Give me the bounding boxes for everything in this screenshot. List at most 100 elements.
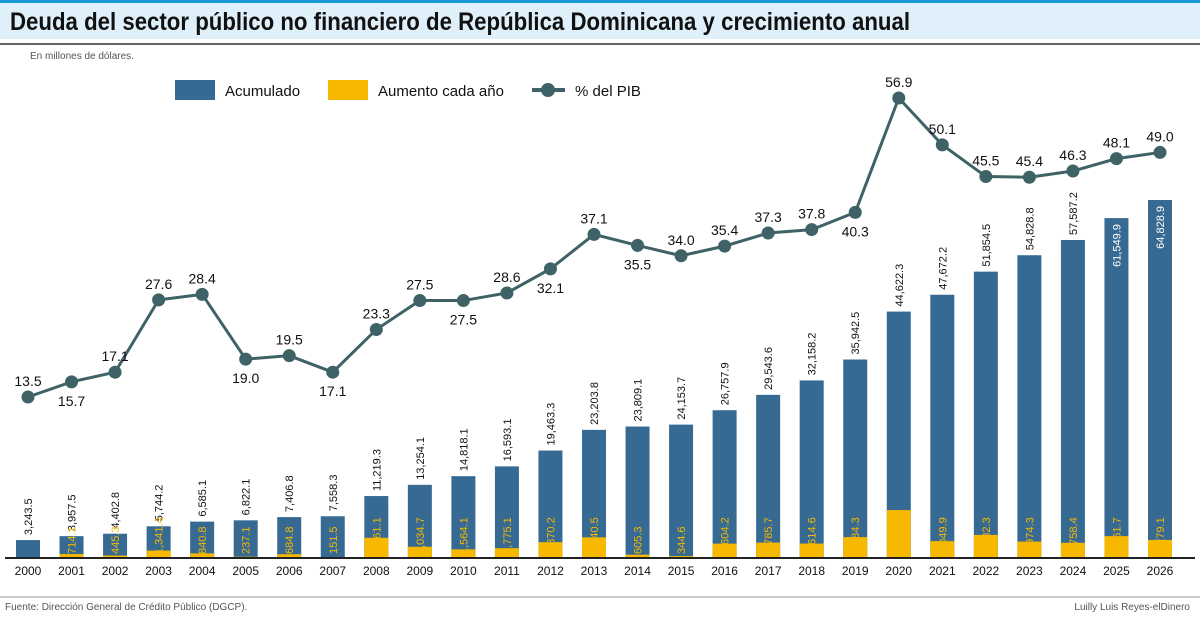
bar-label-aumento: 2,034.7 (415, 517, 427, 554)
bar-acumulado (59, 536, 84, 558)
x-tick-label: 2019 (842, 564, 869, 578)
bar-label-acumulado: 14,818.1 (458, 428, 470, 471)
bar-label-aumento: 1,564.1 (458, 517, 470, 554)
pib-marker (65, 375, 79, 389)
pib-label: 35.4 (711, 222, 738, 238)
bar-label-aumento: 4,182.3 (981, 517, 993, 554)
footer-credit: Luilly Luis Reyes-elDinero (1074, 602, 1190, 613)
x-tick-label: 2004 (189, 564, 216, 578)
bar-aumento (407, 546, 432, 558)
legend-swatch-acumulado (175, 80, 215, 100)
bar-label-aumento: 2,758.4 (1068, 517, 1080, 554)
bar-label-acumulado: 5,744.2 (154, 485, 166, 522)
pib-label: 15.7 (58, 393, 85, 409)
bar-acumulado (407, 484, 432, 558)
pib-label: 45.5 (972, 153, 999, 169)
bar-label-acumulado: 6,585.1 (197, 480, 209, 517)
title-background (0, 3, 1200, 39)
bar-label-aumento: 1,341.4 (154, 517, 166, 554)
pib-label: 28.4 (189, 270, 216, 286)
bar-label-acumulado: 26,757.9 (720, 362, 732, 405)
bar-label-acumulado: 24,153.7 (676, 377, 688, 420)
pib-label: 27.5 (406, 277, 433, 293)
pib-marker (108, 365, 122, 379)
bar-acumulado (538, 450, 563, 558)
bar-label-acumulado: 47,672.2 (937, 247, 949, 290)
bar-aumento (364, 537, 389, 558)
bar-acumulado (799, 380, 824, 558)
bar-label-aumento: 237.1 (241, 526, 253, 554)
bar-aumento (625, 554, 650, 558)
bar-label-acumulado: 35,942.5 (850, 312, 862, 355)
bar-label-acumulado: 23,203.8 (589, 382, 601, 425)
bar-label-acumulado: 51,854.5 (981, 224, 993, 267)
pib-marker (239, 352, 253, 366)
pib-label: 17.1 (319, 383, 346, 399)
pib-marker (282, 349, 296, 363)
bar-aumento (1148, 539, 1172, 558)
x-tick-label: 2021 (929, 564, 956, 578)
pib-marker (1153, 145, 1167, 159)
bar-acumulado (277, 517, 302, 558)
x-tick-label: 2007 (319, 564, 346, 578)
bar-label-aumento: 151.5 (328, 526, 340, 554)
pib-label: 19.5 (276, 332, 303, 348)
x-tick-label: 2009 (406, 564, 433, 578)
bar-label-aumento: 3,961.7 (1111, 517, 1123, 554)
x-axis-ticks: 2000 2001 2002 2003 2004 2005 2006 2007 2008 2009… (15, 564, 1174, 578)
legend: Acumulado Aumento cada año % del PIB (175, 80, 641, 100)
x-tick-label: 2014 (624, 564, 651, 578)
bar-label-acumulado: 11,219.3 (371, 449, 383, 491)
bar-label-aumento: 3,661.1 (371, 517, 383, 554)
bar-label-aumento: 840.8 (197, 526, 209, 554)
title-stripe (0, 0, 1200, 3)
bar-acumulado (494, 466, 519, 558)
pib-label: 28.6 (493, 269, 520, 285)
bar-acumulado (930, 294, 955, 558)
x-tick-label: 2006 (276, 564, 303, 578)
bar-label-aumento: 2,604.2 (720, 517, 732, 554)
bar-label-aumento: 3,279.1 (1155, 517, 1167, 554)
bar-label-aumento: 2,785.7 (763, 517, 775, 554)
bar-aumento (1017, 541, 1042, 558)
x-tick-label: 2003 (145, 564, 172, 578)
pib-line-layer: 13.5 15.7 17.1 27.6 28.4 19.0 19.5 17.1 23.3 27.5… (14, 74, 1173, 409)
bar-label-aumento: 3,784.3 (850, 517, 862, 554)
bar-aumento (582, 537, 606, 558)
x-tick-label: 2017 (755, 564, 782, 578)
legend-label-aumento: Aumento cada año (378, 83, 504, 100)
bar-label-aumento: 1,775.1 (502, 517, 514, 554)
bar-aumento (190, 553, 215, 558)
bar-aumento (712, 543, 737, 558)
bar-label-aumento: 684.8 (284, 526, 296, 554)
bar-acumulado (1060, 239, 1085, 558)
pib-marker (195, 287, 209, 301)
pib-label: 27.5 (450, 312, 477, 328)
pib-marker (1022, 170, 1036, 184)
pib-label: 40.3 (842, 223, 869, 239)
bar-acumulado (233, 520, 258, 558)
bar-acumulado (756, 394, 781, 558)
pib-marker (587, 227, 601, 241)
x-tick-label: 2002 (102, 564, 129, 578)
bar-label-aumento: 2,974.3 (1024, 517, 1036, 554)
bar-acumulado (451, 476, 476, 558)
chart-subtitle: En millones de dólares. (30, 51, 134, 62)
bar-label-acumulado: 7,406.8 (284, 475, 296, 512)
bar-label-acumulado: 6,822.1 (241, 479, 253, 516)
footer-source: Fuente: Dirección General de Crédito Púb… (5, 602, 247, 613)
bar-label-acumulado: 3,957.5 (67, 494, 79, 531)
bar-aumento (277, 554, 302, 558)
pib-label: 56.9 (885, 74, 912, 90)
pib-marker (674, 249, 688, 263)
x-tick-label: 2025 (1103, 564, 1130, 578)
pib-marker (805, 223, 819, 237)
pib-label: 46.3 (1059, 147, 1086, 163)
bar-label-aumento: 2,614.6 (807, 517, 819, 554)
pib-marker (543, 262, 557, 276)
pib-label: 23.3 (363, 305, 390, 321)
bars-layer: 3,243.5 3,957.5714.14,402.8445.35,744.21,… (16, 192, 1172, 558)
pib-marker (369, 322, 383, 336)
pib-marker (935, 138, 949, 152)
x-tick-label: 2000 (15, 564, 42, 578)
